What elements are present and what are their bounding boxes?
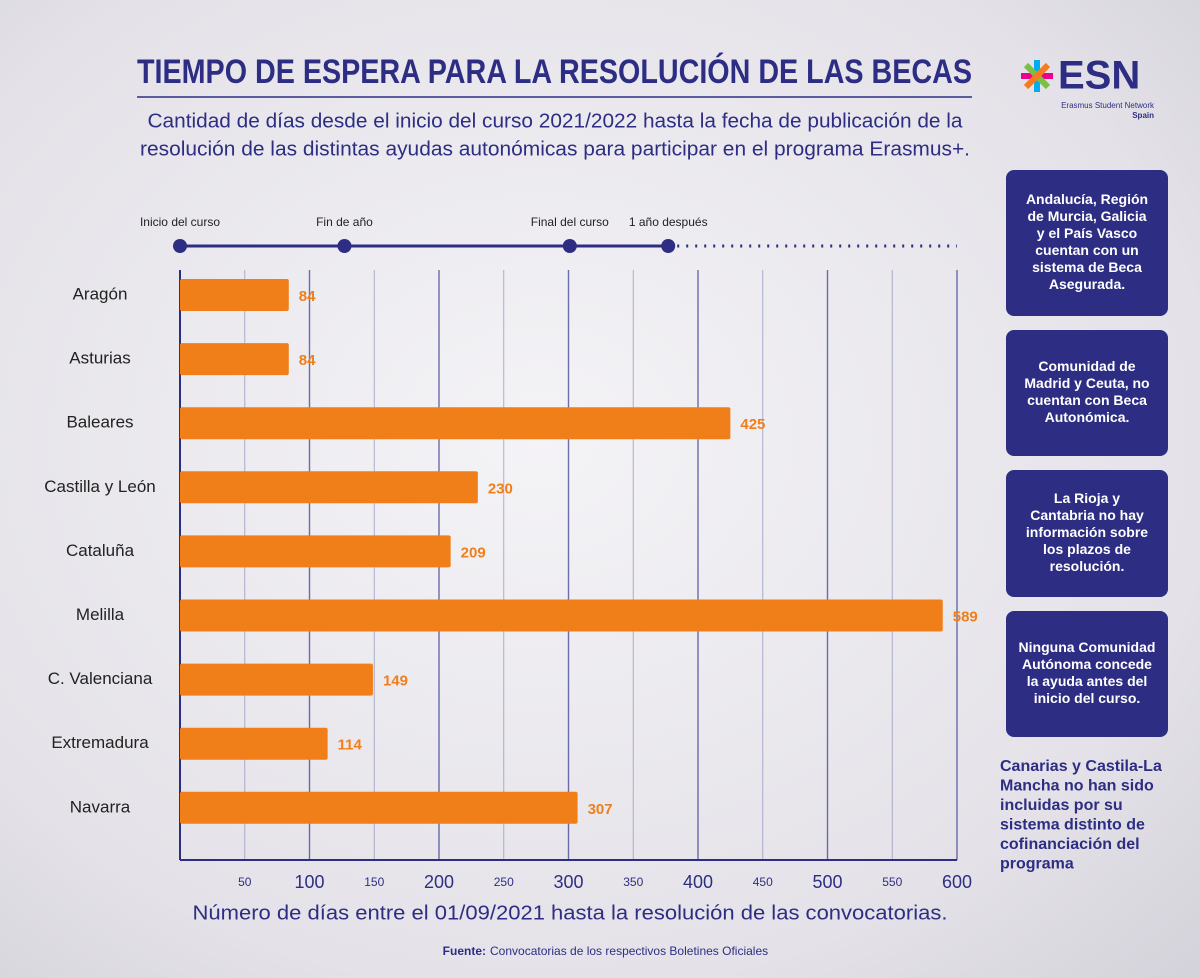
note-text: Ninguna Comunidad: [1019, 639, 1156, 655]
y-tick-label: Castilla y León: [44, 477, 156, 496]
timeline-dot: [173, 239, 187, 253]
note-text: Autonómica.: [1045, 409, 1130, 425]
note-box: [1006, 330, 1168, 456]
note-text: sistema de Beca: [1032, 259, 1142, 275]
note-text: la ayuda antes del: [1027, 673, 1148, 689]
x-tick-label: 400: [683, 872, 713, 892]
bar: [180, 471, 478, 504]
bar: [180, 407, 731, 440]
note-text: Comunidad de: [1038, 358, 1135, 374]
note-text: Madrid y Ceuta, no: [1024, 375, 1149, 391]
title: TIEMPO DE ESPERA PARA LA RESOLUCIÓN DE L…: [137, 53, 972, 91]
subtitle: Cantidad de días desde el inicio del cur…: [148, 110, 964, 132]
bar: [180, 599, 943, 632]
y-tick-label: Asturias: [69, 349, 130, 368]
note-text: información sobre: [1026, 524, 1148, 540]
y-tick-label: Baleares: [66, 413, 133, 432]
bar: [180, 727, 328, 760]
x-tick-label: 300: [553, 872, 583, 892]
value-label: 114: [338, 737, 363, 754]
bar: [180, 279, 289, 311]
timeline-label: Final del curso: [531, 215, 609, 229]
x-axis-title: Número de días entre el 01/09/2021 hasta…: [193, 902, 948, 924]
note-text: cuentan con un: [1035, 242, 1138, 258]
note-box: [1006, 611, 1168, 737]
x-tick-label: 500: [812, 872, 842, 892]
footnote-text: programa: [1000, 856, 1074, 873]
note-text: y el País Vasco: [1037, 225, 1137, 241]
logo-country: Spain: [1132, 111, 1154, 120]
footnote-text: Mancha no han sido: [1000, 778, 1154, 795]
y-tick-label: Aragón: [73, 284, 128, 303]
logo-star: [1021, 60, 1053, 92]
timeline-label: 1 año después: [629, 215, 708, 229]
value-label: 230: [488, 480, 513, 497]
y-tick-label: Extremadura: [51, 733, 149, 752]
value-label: 209: [461, 544, 486, 561]
x-tick-label: 550: [882, 875, 902, 889]
x-tick-label: 350: [623, 875, 643, 889]
timeline-label: Inicio del curso: [140, 215, 220, 229]
x-tick-label: 250: [494, 875, 514, 889]
note-box: [1006, 470, 1168, 597]
x-tick-label: 50: [238, 875, 252, 889]
source-text: Convocatorias de los respectivos Boletin…: [490, 944, 768, 958]
timeline-label: Fin de año: [316, 215, 373, 229]
x-tick-label: 450: [753, 875, 773, 889]
timeline-dot: [337, 239, 352, 253]
value-label: 589: [953, 608, 978, 625]
y-tick-label: Melilla: [76, 605, 125, 624]
value-label: 149: [383, 673, 408, 690]
note-text: de Murcia, Galicia: [1027, 208, 1146, 224]
note-box: [1006, 170, 1168, 316]
x-tick-label: 100: [294, 872, 324, 892]
note-text: cuentan con Beca: [1027, 392, 1147, 408]
note-text: resolución.: [1050, 558, 1125, 574]
x-tick-label: 200: [424, 872, 454, 892]
note-text: Asegurada.: [1049, 276, 1125, 292]
note-text: La Rioja y: [1054, 490, 1120, 506]
footnote-text: Canarias y Castila-La: [1000, 758, 1162, 775]
logo-name: ESN: [1058, 54, 1140, 98]
bar: [180, 791, 578, 824]
y-tick-label: C. Valenciana: [48, 669, 153, 688]
y-tick-label: Cataluña: [66, 541, 135, 560]
footnote-text: incluidas por su: [1000, 797, 1123, 814]
note-text: Autónoma concede: [1022, 656, 1152, 672]
note-text: Andalucía, Región: [1026, 191, 1148, 207]
footnote-text: sistema distinto de: [1000, 817, 1145, 834]
x-tick-label: 150: [364, 875, 384, 889]
bar: [180, 535, 451, 568]
timeline-dot: [562, 239, 577, 253]
value-label: 307: [588, 801, 613, 818]
footnote-text: cofinanciación del: [1000, 836, 1140, 853]
logo-tagline: Erasmus Student Network: [1061, 101, 1155, 110]
note-text: inicio del curso.: [1034, 690, 1141, 706]
y-tick-label: Navarra: [70, 797, 131, 816]
note-text: Cantabria no hay: [1030, 507, 1144, 523]
value-label: 84: [299, 352, 316, 369]
value-label: 84: [299, 288, 316, 305]
subtitle: resolución de las distintas ayudas auton…: [140, 138, 970, 160]
x-tick-label: 600: [942, 872, 972, 892]
timeline-dot: [661, 239, 676, 253]
bar: [180, 343, 289, 376]
value-label: 425: [740, 416, 765, 433]
note-text: los plazos de: [1043, 541, 1131, 557]
source-label: Fuente:: [443, 944, 486, 958]
bar: [180, 663, 373, 696]
